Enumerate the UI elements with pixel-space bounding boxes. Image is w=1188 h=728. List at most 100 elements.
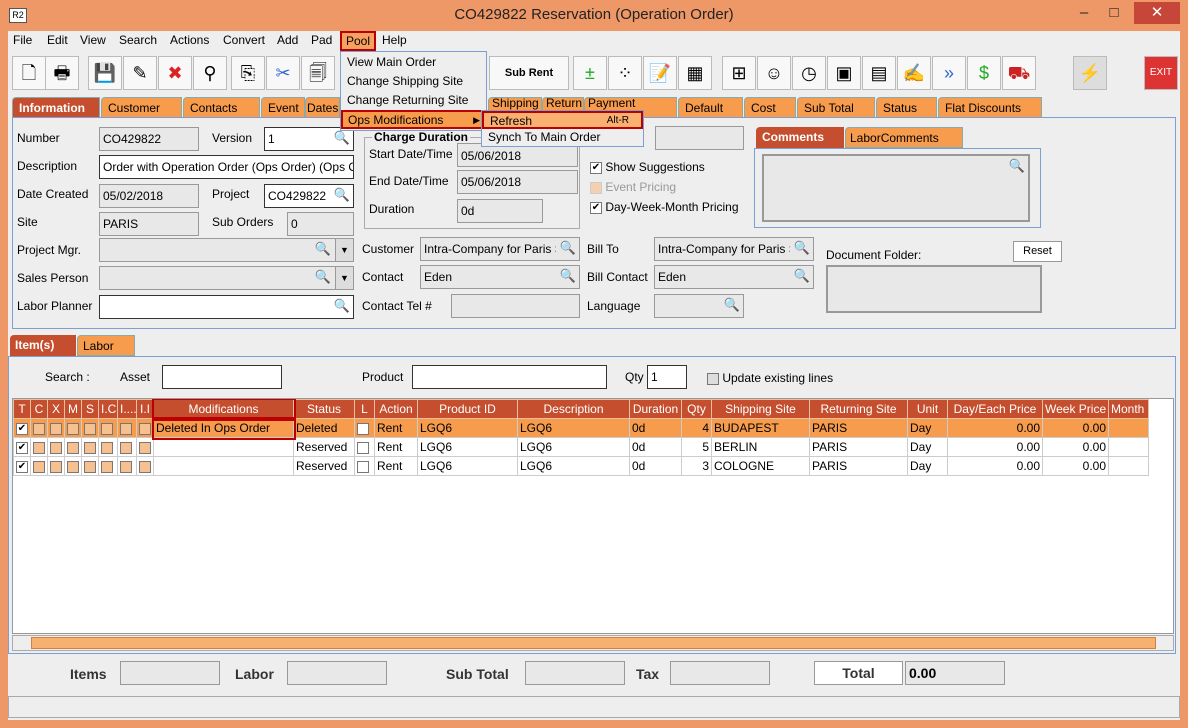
menu-item-synch-to-main-order[interactable]: Synch To Main Order	[488, 130, 601, 144]
checkbox[interactable]	[357, 460, 369, 473]
column-header[interactable]: Shipping Site	[711, 399, 810, 419]
search-icon[interactable]: 🔍	[559, 268, 576, 283]
tab-labor[interactable]: Labor	[77, 335, 135, 356]
cell-week-price[interactable]: 0.00	[1042, 456, 1109, 476]
form-edit-icon[interactable]: ✍	[897, 56, 931, 90]
menu-item-view-main-order[interactable]: View Main Order	[347, 55, 437, 69]
bill-contact-field[interactable]: Eden 🔍	[654, 265, 814, 289]
checkbox[interactable]	[33, 441, 45, 454]
cell-duration[interactable]: 0d	[629, 418, 682, 438]
table-row[interactable]: ✔ Deleted In Ops Order Deleted Rent LGQ6 LGQ6…	[13, 416, 1149, 440]
tab-items[interactable]: Item(s)	[10, 335, 76, 356]
row-checkbox-cell[interactable]	[98, 418, 118, 438]
checkbox[interactable]	[67, 422, 79, 435]
calendar-icon[interactable]: ▦	[678, 56, 712, 90]
menu-edit[interactable]: Edit	[47, 33, 68, 47]
cell-week-price[interactable]: 0.00	[1042, 437, 1109, 457]
cell-unit[interactable]: Day	[907, 437, 948, 457]
hierarchy-icon[interactable]: ⊞	[722, 56, 756, 90]
tab-flat-discounts[interactable]: Flat Discounts	[938, 97, 1042, 117]
menu-pad[interactable]: Pad	[311, 33, 333, 47]
cell-description[interactable]: LGQ6	[517, 437, 630, 457]
contact-field[interactable]: Eden 🔍	[420, 265, 580, 289]
project-field[interactable]: CO429822 🔍	[264, 184, 354, 208]
cell-shipping[interactable]: BUDAPEST	[711, 418, 810, 438]
cell-modification[interactable]	[153, 437, 294, 457]
cell-day-price[interactable]: 0.00	[947, 418, 1043, 438]
table-row[interactable]: ✔ Reserved Rent LGQ6 LGQ6 0d 3 COLOGNE PARIS Day 0…	[13, 456, 1149, 476]
checkbox[interactable]: ✔	[590, 161, 602, 174]
checkbox[interactable]	[139, 422, 151, 435]
row-checkbox-cell[interactable]	[81, 418, 99, 438]
row-checkbox-cell[interactable]	[30, 437, 48, 457]
menu-search[interactable]: Search	[119, 33, 158, 47]
column-header[interactable]: Returning Site	[809, 399, 908, 419]
column-header[interactable]: M	[64, 399, 82, 419]
copy-document-icon[interactable]: ⎘	[231, 56, 265, 90]
row-checkbox-cell[interactable]	[136, 437, 154, 457]
tab-event[interactable]: Event	[261, 97, 305, 117]
duration-field[interactable]: 0d	[457, 199, 543, 223]
save-icon[interactable]: 💾	[88, 56, 122, 90]
customer-field[interactable]: Intra-Company for Paris Site🔍	[420, 237, 580, 261]
menu-item-change-shipping-site[interactable]: Change Shipping Site	[347, 74, 464, 88]
search-icon[interactable]: 🔍	[333, 130, 350, 145]
checkbox[interactable]	[67, 460, 79, 473]
cell-month-price[interactable]	[1108, 418, 1149, 438]
cell-returning[interactable]: PARIS	[809, 456, 908, 476]
document-folder-box[interactable]	[826, 265, 1042, 313]
row-checkbox-cell[interactable]	[117, 437, 137, 457]
cell-shipping[interactable]: BERLIN	[711, 437, 810, 457]
row-checkbox-cell[interactable]	[47, 437, 65, 457]
checkbox[interactable]	[50, 460, 62, 473]
cell-qty[interactable]: 5	[681, 437, 712, 457]
search-icon[interactable]: 🔍	[314, 269, 331, 284]
column-header[interactable]: Duration	[629, 399, 682, 419]
menu-help[interactable]: Help	[382, 33, 407, 47]
cell-unit[interactable]: Day	[907, 456, 948, 476]
checkbox[interactable]	[101, 460, 113, 473]
schedule-icon[interactable]: ◷	[792, 56, 826, 90]
search-icon[interactable]: 🔍	[333, 298, 350, 313]
row-checkbox-cell[interactable]	[47, 456, 65, 476]
checkbox[interactable]	[84, 422, 96, 435]
description-field[interactable]: Order with Operation Order (Ops Order) (…	[99, 155, 354, 179]
column-header[interactable]: I....	[117, 399, 137, 419]
l-checkbox-cell[interactable]	[354, 418, 375, 438]
date-created-field[interactable]: 05/02/2018	[99, 184, 199, 208]
paste-icon[interactable]: 🗐	[301, 56, 335, 90]
number-field[interactable]: CO429822	[99, 127, 199, 151]
end-date-field[interactable]: 05/06/2018	[457, 170, 578, 194]
checkbox[interactable]	[101, 441, 113, 454]
event-pricing-checkbox[interactable]: Event Pricing	[590, 180, 676, 194]
column-header[interactable]: Status	[293, 399, 355, 419]
cell-shipping[interactable]: COLOGNE	[711, 456, 810, 476]
row-checkbox-cell[interactable]	[136, 456, 154, 476]
checkbox[interactable]	[84, 441, 96, 454]
box-icon[interactable]: ▣	[827, 56, 861, 90]
menu-item-change-returning-site[interactable]: Change Returning Site	[347, 93, 469, 107]
column-header[interactable]: Month P	[1108, 399, 1149, 419]
menu-pool[interactable]: Pool	[340, 31, 377, 51]
tab-customer[interactable]: Customer	[101, 97, 182, 117]
tab-sub-total[interactable]: Sub Total	[797, 97, 875, 117]
cell-duration[interactable]: 0d	[629, 456, 682, 476]
checkbox[interactable]	[120, 460, 132, 473]
exit-button[interactable]: EXIT	[1144, 56, 1178, 90]
checkbox[interactable]: ✔	[16, 460, 28, 473]
product-input[interactable]	[412, 365, 607, 389]
search-icon[interactable]: 🔍	[793, 268, 810, 283]
version-field[interactable]: 1 🔍	[264, 127, 354, 151]
update-existing-checkbox[interactable]: Update existing lines	[707, 371, 833, 385]
scrollbar-thumb[interactable]	[31, 637, 1156, 649]
row-checkbox-cell[interactable]	[136, 418, 154, 438]
search-icon[interactable]: 🔍	[314, 241, 331, 256]
checkbox[interactable]	[357, 422, 369, 435]
column-header[interactable]: Modifications	[151, 399, 296, 421]
sub-rent-button[interactable]: Sub Rent	[489, 56, 569, 90]
checkbox[interactable]: ✔	[16, 422, 28, 435]
row-checkbox-cell[interactable]	[117, 418, 137, 438]
menu-actions[interactable]: Actions	[170, 33, 210, 47]
search-icon[interactable]: 🔍	[723, 297, 740, 312]
table-row[interactable]: ✔ Reserved Rent LGQ6 LGQ6 0d 5 BERLIN PARIS Day 0.…	[13, 437, 1149, 457]
